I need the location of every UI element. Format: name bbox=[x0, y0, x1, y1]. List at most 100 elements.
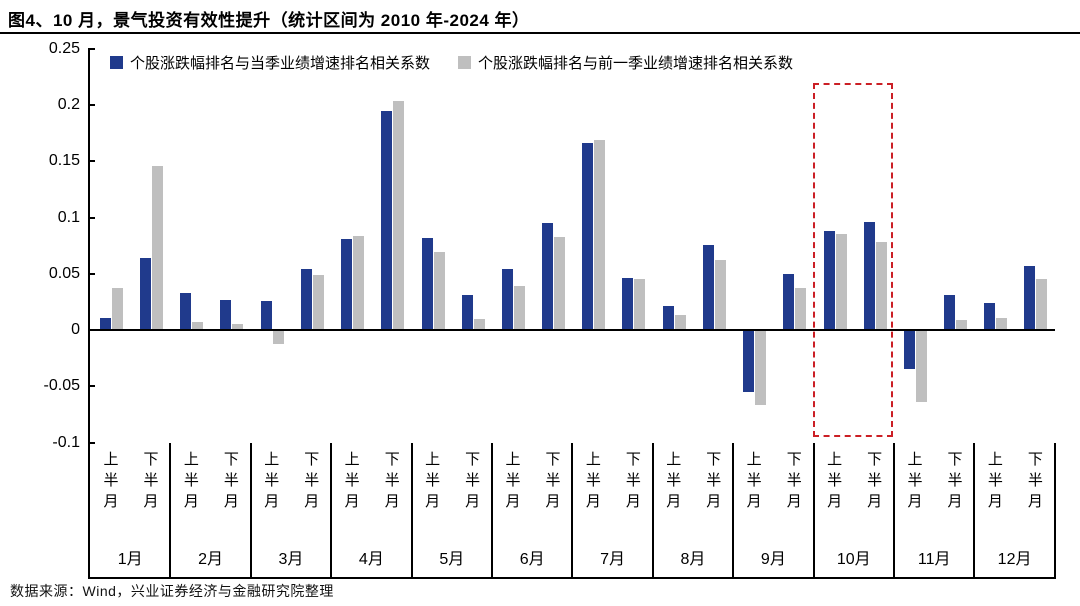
bar-current-quarter bbox=[99, 317, 111, 330]
bar-previous-quarter bbox=[152, 165, 163, 330]
half-month-label: 上半月 bbox=[101, 451, 119, 514]
half-month-label: 上半月 bbox=[423, 451, 441, 514]
zero-line bbox=[88, 329, 1055, 331]
half-month-label: 上半月 bbox=[985, 451, 1003, 514]
chart-legend: 个股涨跌幅排名与当季业绩增速排名相关系数 个股涨跌幅排名与前一季业绩增速排名相关… bbox=[110, 52, 793, 73]
half-month-label: 上半月 bbox=[664, 451, 682, 514]
source-note: 数据来源：Wind，兴业证券经济与金融研究院整理 bbox=[10, 583, 334, 599]
bar-previous-quarter bbox=[915, 330, 927, 402]
half-month-label: 下半月 bbox=[382, 451, 400, 514]
bar-previous-quarter bbox=[353, 235, 365, 330]
bar-current-quarter bbox=[140, 258, 151, 330]
month-separator bbox=[410, 443, 413, 579]
bar-current-quarter bbox=[341, 238, 353, 330]
half-month-label: 上半月 bbox=[905, 451, 923, 514]
bar-previous-quarter bbox=[674, 315, 686, 330]
bar-previous-quarter bbox=[795, 288, 807, 330]
bar-current-quarter bbox=[622, 278, 634, 330]
month-separator bbox=[732, 443, 735, 579]
half-month-label: 上半月 bbox=[825, 451, 843, 514]
bar-current-quarter bbox=[1024, 265, 1036, 330]
month-label: 2月 bbox=[198, 551, 224, 568]
bar-previous-quarter bbox=[312, 274, 324, 330]
legend-item-current-quarter: 个股涨跌幅排名与当季业绩增速排名相关系数 bbox=[110, 52, 430, 73]
month-separator bbox=[571, 443, 574, 579]
bar-previous-quarter bbox=[513, 286, 525, 330]
y-tick-mark bbox=[90, 272, 95, 275]
bar-current-quarter bbox=[421, 237, 433, 330]
month-separator bbox=[330, 443, 333, 579]
y-tick-label: -0.05 bbox=[43, 377, 80, 395]
month-separator bbox=[812, 443, 815, 579]
bar-current-quarter bbox=[501, 269, 513, 330]
bar-previous-quarter bbox=[594, 139, 606, 330]
bar-previous-quarter bbox=[875, 242, 887, 330]
bar-current-quarter bbox=[823, 231, 835, 330]
bar-current-quarter bbox=[260, 300, 272, 330]
half-month-label: 上半月 bbox=[503, 451, 521, 514]
bar-current-quarter bbox=[381, 110, 393, 330]
half-month-label: 下半月 bbox=[784, 451, 802, 514]
bar-previous-quarter bbox=[755, 330, 767, 406]
legend-label-previous-quarter: 个股涨跌幅排名与前一季业绩增速排名相关系数 bbox=[478, 55, 794, 72]
half-month-label: 下半月 bbox=[945, 451, 963, 514]
month-label: 12月 bbox=[997, 551, 1032, 568]
bar-current-quarter bbox=[743, 330, 755, 392]
month-label: 5月 bbox=[439, 551, 465, 568]
bar-current-quarter bbox=[461, 295, 473, 330]
y-tick-label: 0.15 bbox=[48, 152, 80, 170]
y-tick-mark bbox=[90, 160, 95, 163]
y-tick-label: 0.05 bbox=[48, 264, 80, 282]
bar-current-quarter bbox=[863, 222, 875, 330]
half-month-label: 上半月 bbox=[181, 451, 199, 514]
october-highlight-box bbox=[812, 83, 893, 437]
month-label: 7月 bbox=[600, 551, 626, 568]
y-tick-mark bbox=[90, 441, 95, 444]
half-month-label: 下半月 bbox=[623, 451, 641, 514]
month-separator bbox=[651, 443, 654, 579]
bar-previous-quarter bbox=[433, 252, 445, 330]
y-tick-mark bbox=[90, 385, 95, 388]
figure-title: 图4、10 月，景气投资有效性提升（统计区间为 2010 年-2024 年） bbox=[8, 11, 530, 30]
bar-previous-quarter bbox=[634, 279, 646, 330]
bar-previous-quarter bbox=[192, 322, 204, 330]
half-month-label: 下半月 bbox=[543, 451, 561, 514]
month-separator bbox=[1053, 443, 1056, 579]
bar-current-quarter bbox=[783, 273, 795, 330]
bar-current-quarter bbox=[944, 295, 955, 330]
bar-current-quarter bbox=[300, 269, 312, 330]
y-tick-label: 0 bbox=[71, 321, 80, 338]
bar-current-quarter bbox=[662, 306, 674, 330]
half-month-label: 下半月 bbox=[1025, 451, 1043, 514]
half-month-label: 下半月 bbox=[302, 451, 320, 514]
month-separator bbox=[491, 443, 493, 579]
bar-current-quarter bbox=[582, 143, 594, 330]
bar-current-quarter bbox=[702, 244, 714, 330]
month-label: 11月 bbox=[917, 551, 951, 568]
y-tick-label: 0.25 bbox=[48, 39, 80, 57]
bar-previous-quarter bbox=[956, 319, 967, 330]
bar-previous-quarter bbox=[996, 317, 1008, 330]
month-label: 9月 bbox=[760, 551, 786, 568]
half-month-label: 下半月 bbox=[463, 451, 481, 514]
title-divider bbox=[0, 32, 1080, 34]
half-month-label: 上半月 bbox=[342, 451, 360, 514]
month-separator bbox=[169, 443, 172, 579]
legend-item-previous-quarter: 个股涨跌幅排名与前一季业绩增速排名相关系数 bbox=[458, 52, 793, 73]
bar-previous-quarter bbox=[473, 318, 485, 330]
half-month-label: 下半月 bbox=[141, 451, 159, 514]
y-tick-mark bbox=[90, 47, 95, 50]
legend-swatch-gray-icon bbox=[458, 56, 472, 69]
bar-previous-quarter bbox=[714, 260, 726, 330]
legend-swatch-blue-icon bbox=[110, 56, 123, 69]
month-label: 3月 bbox=[278, 551, 304, 568]
y-axis-line bbox=[88, 48, 90, 579]
month-separator bbox=[973, 443, 976, 579]
bar-previous-quarter bbox=[1036, 279, 1048, 330]
bar-previous-quarter bbox=[272, 330, 284, 344]
y-tick-label: -0.1 bbox=[52, 433, 80, 451]
y-tick-mark bbox=[90, 104, 95, 106]
month-label: 4月 bbox=[358, 551, 384, 568]
month-label: 1月 bbox=[117, 551, 143, 568]
